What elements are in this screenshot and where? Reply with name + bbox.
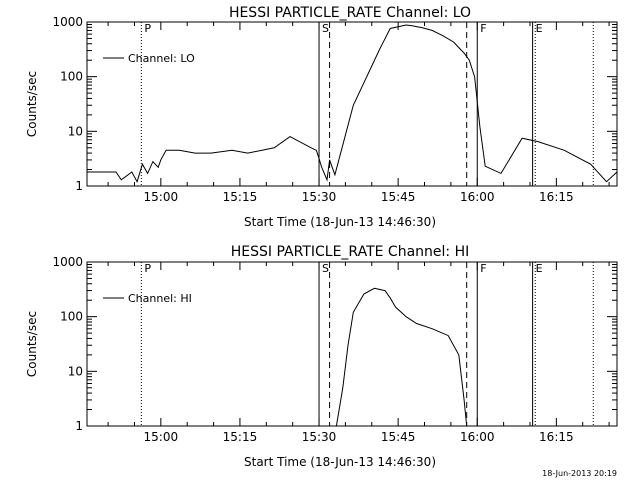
x-axis-label: Start Time (18-Jun-13 14:46:30) [244,455,436,469]
y-tick-label: 1 [75,179,83,193]
x-tick-label: 15:30 [302,430,337,444]
y-axis-label: Counts/sec [25,71,39,137]
panel-title: HESSI PARTICLE_RATE Channel: HI [231,244,469,260]
legend-label: Channel: HI [128,292,192,305]
x-tick-label: 15:45 [381,430,416,444]
x-tick-label: 16:00 [460,190,495,204]
panel-lo: HESSI PARTICLE_RATE Channel: LO 1 10 100 10… [25,5,618,229]
x-tick-label: 15:15 [223,190,258,204]
event-marker-label: E [536,22,543,35]
y-tick-label: 100 [60,310,83,324]
x-tick-label: 16:15 [539,430,574,444]
series-line [335,287,468,427]
x-tick-label: 16:00 [460,430,495,444]
series-lines [335,287,468,427]
x-tick-label: 16:15 [539,190,574,204]
plot-frame [86,21,618,187]
event-marker-label: S [322,262,329,275]
y-tick-label: 10 [68,124,83,138]
legend-label: Channel: LO [128,52,195,65]
series-line [87,24,618,183]
legend: Channel: LO [103,52,195,65]
y-axis-label: Counts/sec [25,311,39,377]
x-tick-label: 15:30 [302,190,337,204]
x-tick-label: 15:00 [144,430,179,444]
event-marker-label: P [144,262,151,275]
panel-hi: HESSI PARTICLE_RATE Channel: HI 1 10 100 10… [25,244,618,469]
event-marker-label: E [536,262,543,275]
axes: 1 10 100 1000 15:00 15:15 15:30 15:45 16:00 16:15 [52,15,617,204]
x-tick-label: 15:45 [381,190,416,204]
event-marker-label: F [480,262,486,275]
event-marker-label: F [480,22,486,35]
event-marker-label: S [322,22,329,35]
panel-title: HESSI PARTICLE_RATE Channel: LO [229,5,471,21]
event-marker-label: P [144,22,151,35]
y-tick-label: 1000 [52,255,83,269]
series-lines [87,24,618,183]
timestamp: 18-Jun-2013 20:19 [542,469,617,478]
x-tick-label: 15:00 [144,190,179,204]
x-axis-label: Start Time (18-Jun-13 14:46:30) [244,215,436,229]
axes: 1 10 100 1000 15:00 15:15 15:30 15:45 16:00 16:15 [52,255,617,444]
y-tick-label: 100 [60,70,83,84]
legend: Channel: HI [103,292,192,305]
y-tick-label: 1 [75,419,83,433]
y-tick-label: 1000 [52,15,83,29]
y-tick-label: 10 [68,364,83,378]
x-tick-label: 15:15 [223,430,258,444]
plot-frame [86,261,618,427]
